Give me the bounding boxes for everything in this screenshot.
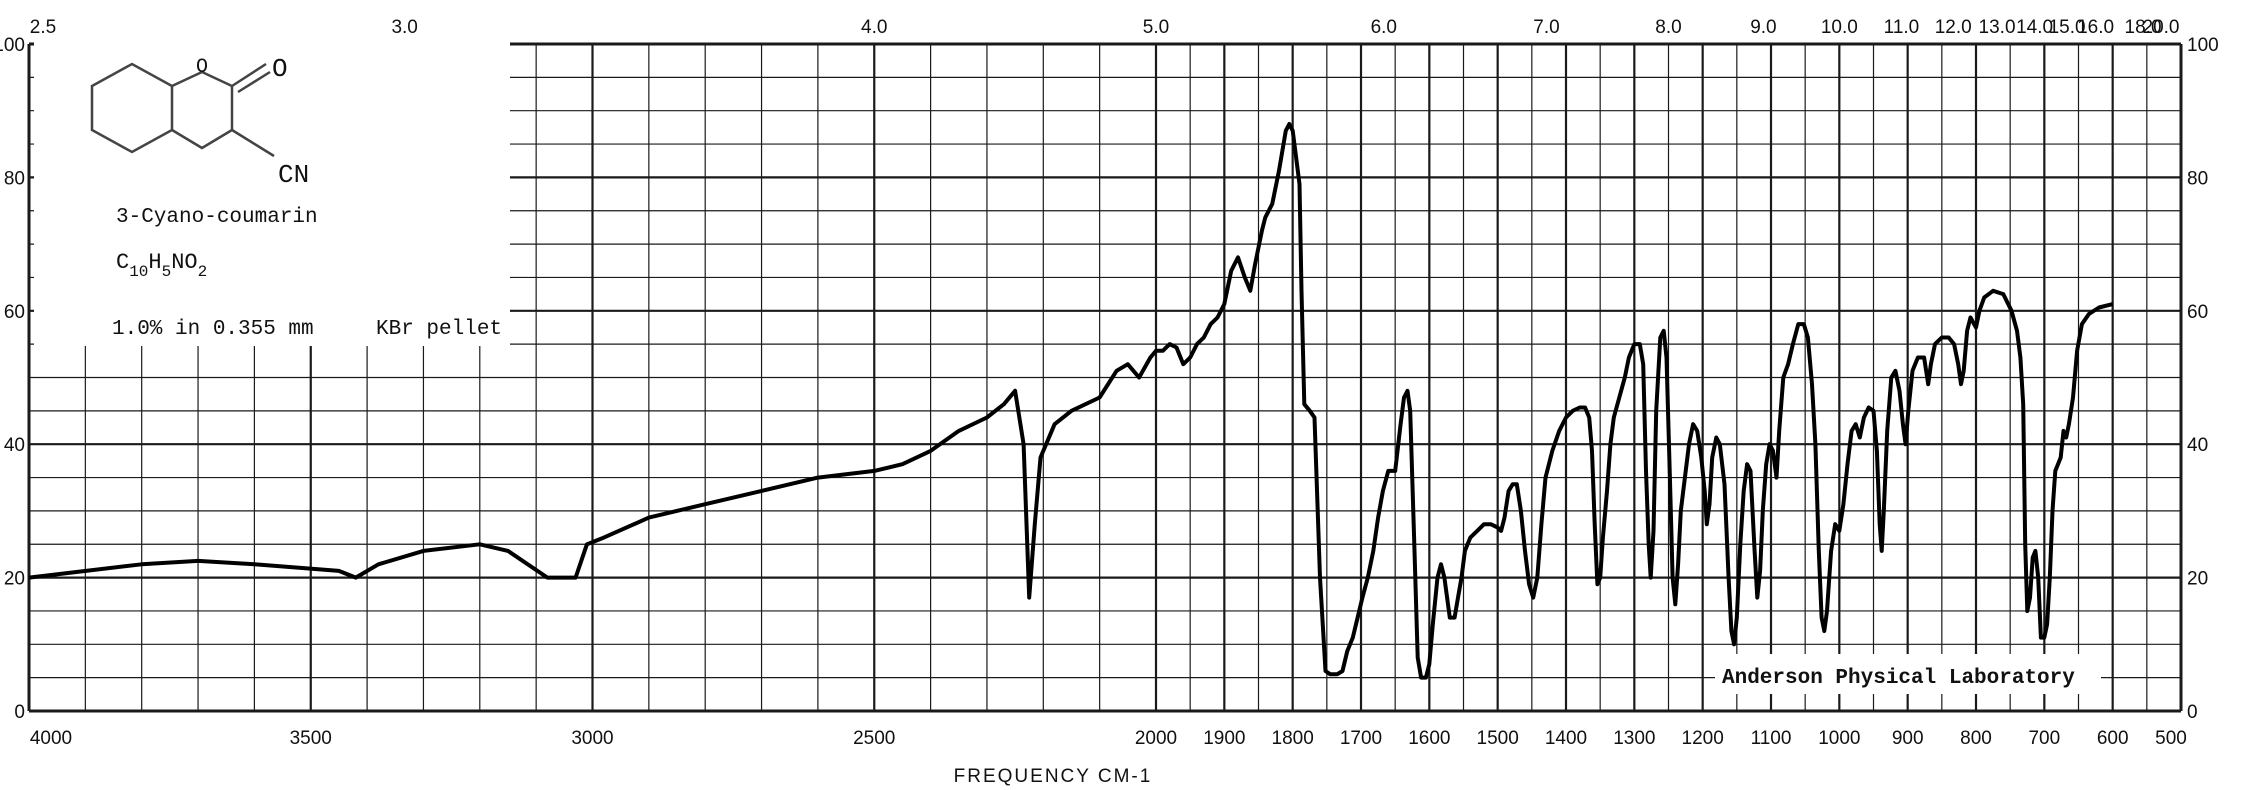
x-tick-label: 500 (2155, 728, 2187, 749)
y-tick-label-right: 100 (2187, 35, 2219, 56)
top-tick-label: 15.0 (2049, 17, 2086, 38)
top-tick-label: 3.0 (391, 17, 417, 38)
y-tick-label-left: 60 (4, 302, 25, 323)
sample-name: 3-Cyano-coumarin (116, 206, 318, 229)
x-tick-label: 1900 (1203, 728, 1245, 749)
x-tick-label: 1300 (1613, 728, 1655, 749)
y-tick-label-right: 80 (2187, 168, 2208, 189)
top-tick-label: 7.0 (1533, 17, 1559, 38)
structure-label-o-carbonyl: O (272, 54, 288, 84)
top-tick-label: 5.0 (1143, 17, 1169, 38)
top-tick-label: 14.0 (2016, 17, 2053, 38)
x-tick-label: 3000 (571, 728, 613, 749)
structure-drawing (90, 62, 275, 158)
top-tick-label: 16.0 (2077, 17, 2114, 38)
y-tick-label-right: 40 (2187, 435, 2208, 456)
x-tick-label: 700 (2028, 728, 2060, 749)
formula-no-sub: 2 (198, 263, 208, 281)
x-tick-label: 600 (2097, 728, 2129, 749)
x-tick-label: 3500 (290, 728, 332, 749)
sample-pellet: KBr pellet (376, 318, 502, 341)
x-tick-label: 900 (1892, 728, 1924, 749)
x-tick-label: 2500 (853, 728, 895, 749)
y-tick-label-right: 60 (2187, 302, 2208, 323)
x-tick-label: 2000 (1135, 728, 1177, 749)
y-tick-label-right: 20 (2187, 569, 2208, 590)
structure-label-o-ring: O (196, 56, 208, 79)
top-tick-label: 13.0 (1979, 17, 2016, 38)
x-tick-label: 800 (1960, 728, 1992, 749)
spectrum-line (28, 122, 2114, 680)
top-tick-label: 12.0 (1935, 17, 1972, 38)
top-tick-label: 9.0 (1750, 17, 1776, 38)
x-tick-label: 1400 (1545, 728, 1587, 749)
formula-c-sub: 10 (129, 263, 148, 281)
x-tick-label: 1500 (1477, 728, 1519, 749)
top-tick-label: 4.0 (861, 17, 887, 38)
top-tick-label: 2.5 (30, 17, 56, 38)
x-tick-label: 1600 (1408, 728, 1450, 749)
x-axis-title: FREQUENCY CM-1 (954, 766, 1153, 787)
sample-info-box: O O CN 3-Cyano-coumarin C10H5NO2 1.0% in… (34, 40, 510, 346)
top-tick-label: 10.0 (1821, 17, 1858, 38)
y-tick-label-left: 40 (4, 435, 25, 456)
y-tick-label-right: 0 (2187, 702, 2198, 723)
y-tick-label-left: 0 (14, 702, 25, 723)
sample-formula: C10H5NO2 (116, 250, 207, 281)
formula-no: NO (171, 250, 197, 275)
laboratory-stamp: Anderson Physical Laboratory (1715, 654, 2101, 694)
sample-conditions: 1.0% in 0.355 mm (112, 318, 314, 341)
formula-h-sub: 5 (162, 263, 172, 281)
y-tick-label-left: 20 (4, 569, 25, 590)
top-tick-label: 11.0 (1884, 17, 1920, 38)
x-tick-label: 1200 (1682, 728, 1724, 749)
tick-labels: 4000 3500 3000 2500 2000 1900 1800 1700 1600 1500… (0, 17, 2219, 749)
x-tick-label: 1100 (1751, 728, 1792, 749)
x-tick-label: 1000 (1818, 728, 1860, 749)
x-tick-label: 1800 (1272, 728, 1314, 749)
y-tick-label-left: 100 (0, 35, 25, 56)
top-tick-label: 20.0 (2143, 17, 2180, 38)
top-tick-label: 8.0 (1655, 17, 1681, 38)
structure-label-cn: CN (278, 160, 309, 190)
top-tick-label: 6.0 (1371, 17, 1397, 38)
x-tick-label: 1700 (1340, 728, 1382, 749)
x-tick-label: 4000 (30, 728, 72, 749)
stamp-text: Anderson Physical Laboratory (1722, 667, 2075, 690)
formula-h: H (148, 250, 161, 275)
y-tick-label-left: 80 (4, 168, 25, 189)
formula-c: C (116, 250, 129, 275)
top-tick-label: 18.0 (2125, 17, 2162, 38)
